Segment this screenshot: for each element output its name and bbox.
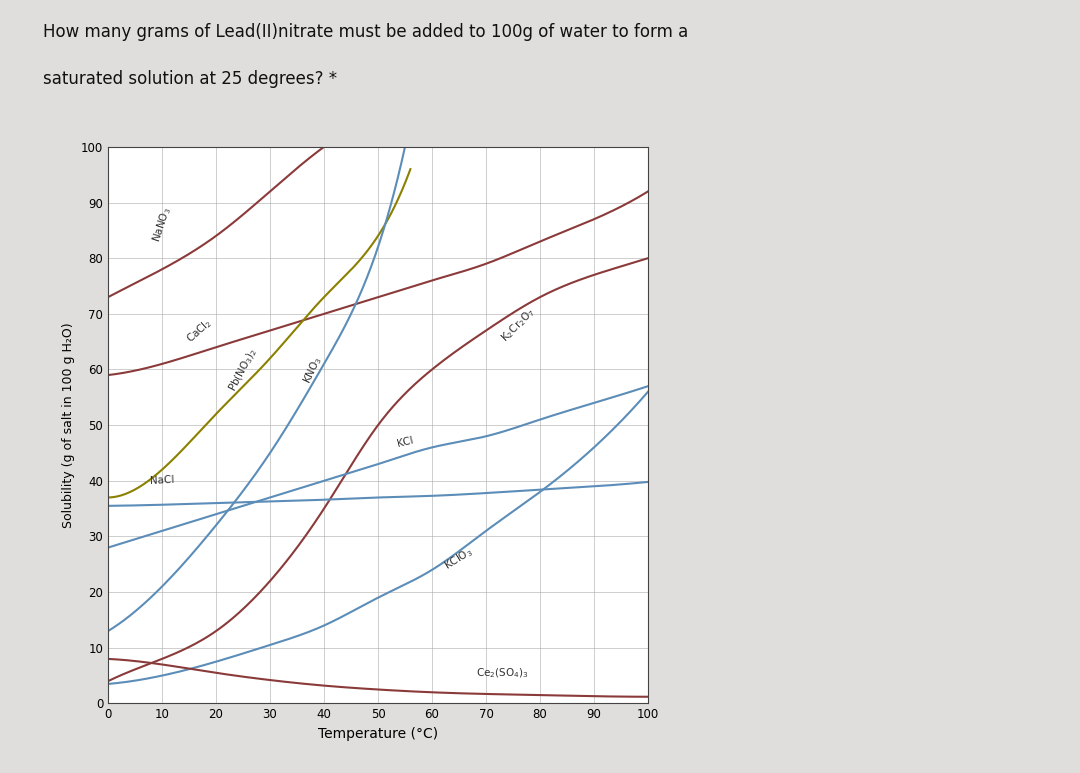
Text: Ce$_2$(SO$_4$)$_3$: Ce$_2$(SO$_4$)$_3$ [476,666,528,679]
Text: K$_2$Cr$_2$O$_7$: K$_2$Cr$_2$O$_7$ [499,305,538,345]
Text: How many grams of Lead(II)nitrate must be added to 100g of water to form a: How many grams of Lead(II)nitrate must b… [43,23,688,41]
Text: NaCl: NaCl [149,475,175,486]
Text: KClO$_3$: KClO$_3$ [442,545,476,573]
Text: KCl: KCl [395,435,415,448]
Y-axis label: Solubility (g of salt in 100 g H₂O): Solubility (g of salt in 100 g H₂O) [63,322,76,528]
X-axis label: Temperature (°C): Temperature (°C) [318,727,438,741]
Text: KNO$_3$: KNO$_3$ [301,353,325,386]
Text: CaCl$_2$: CaCl$_2$ [185,315,215,346]
Text: Pb(NO$_3$)$_2$: Pb(NO$_3$)$_2$ [226,346,260,393]
Text: NaNO$_3$: NaNO$_3$ [150,206,174,244]
Text: saturated solution at 25 degrees? *: saturated solution at 25 degrees? * [43,70,337,87]
